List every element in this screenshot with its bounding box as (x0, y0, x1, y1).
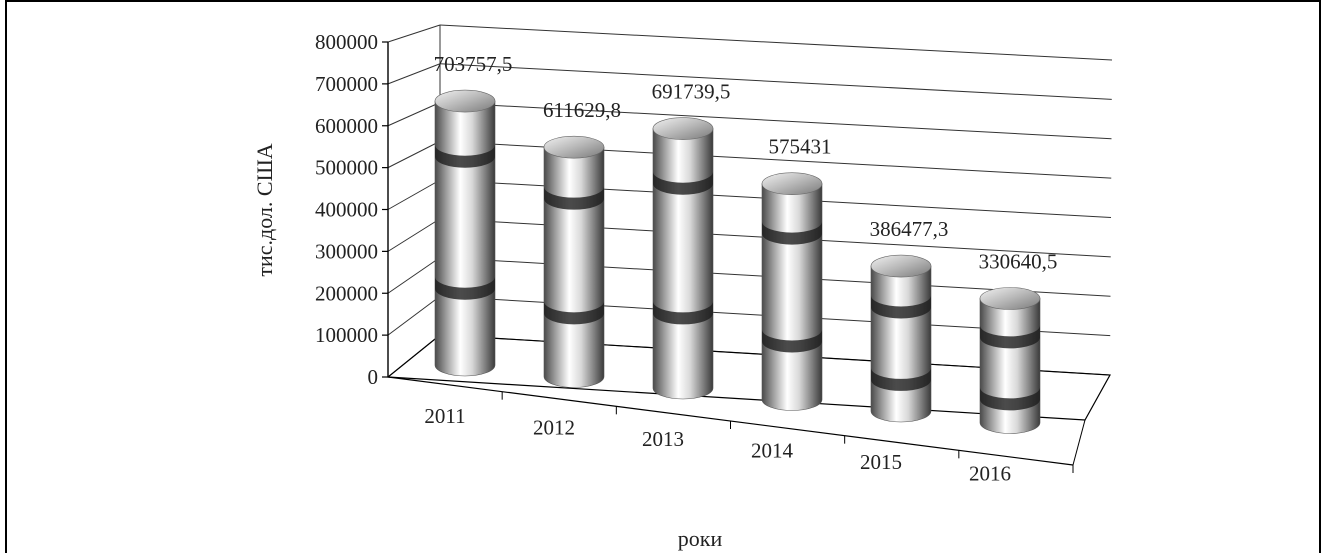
labels-layer: 703757,5 2011 611629,8 2012 691739,5 2013 5754… (424, 52, 1057, 485)
bar-cap (652, 117, 714, 140)
side-gridline (387, 218, 441, 252)
data-label-2014: 575431 (769, 135, 832, 159)
side-gridline (387, 102, 441, 127)
x-tick-label-2013: 2013 (642, 427, 684, 451)
side-gridline (387, 63, 441, 85)
x-axis-label: роки (678, 526, 723, 551)
y-tick-label: 800000 (315, 30, 378, 54)
side-gridline (387, 179, 441, 210)
bar-2013 (652, 117, 714, 400)
bar-cap (979, 287, 1041, 310)
bar-2015 (870, 254, 932, 423)
axis-layer: 0 100000 200000 300000 400000 500000 600000 700… (315, 30, 1111, 473)
side-gridline (387, 295, 441, 336)
x-tick-label-2016: 2016 (969, 462, 1011, 486)
bar-2014 (761, 172, 823, 411)
y-tick-label: 600000 (315, 114, 378, 138)
gridline (439, 24, 1113, 61)
side-gridline (387, 140, 441, 169)
floor-edge (1072, 419, 1086, 466)
x-tick-label-2011: 2011 (424, 404, 465, 428)
y-tick-label: 400000 (315, 198, 378, 222)
y-tick-label: 0 (368, 365, 379, 389)
bars-layer (434, 89, 1041, 434)
chart-frame (5, 0, 1321, 558)
bar-cap (870, 254, 932, 278)
y-tick-label: 300000 (315, 239, 378, 263)
data-label-2015: 386477,3 (870, 217, 949, 241)
floor (386, 334, 1111, 421)
x-tick-label-2014: 2014 (751, 439, 794, 463)
y-tick-label: 500000 (315, 156, 378, 180)
bar-cap (543, 135, 605, 159)
x-tick-label-2015: 2015 (860, 450, 902, 474)
data-label-2016: 330640,5 (979, 250, 1058, 274)
y-tick-label: 200000 (315, 281, 378, 305)
bar-2016 (979, 287, 1041, 434)
gridline (439, 102, 1112, 140)
y-tick-label: 100000 (315, 323, 378, 347)
bar-cap (434, 89, 496, 113)
data-label-2012: 611629,8 (543, 98, 621, 122)
data-label-2013: 691739,5 (652, 80, 731, 104)
y-axis-label: тис.дол. США (252, 143, 277, 276)
bar-2011 (434, 89, 496, 377)
bar-2012 (543, 135, 605, 388)
x-tick-label-2012: 2012 (533, 416, 575, 440)
side-gridline (387, 24, 441, 43)
bar-cap (761, 172, 823, 196)
y-tick-label: 700000 (315, 72, 378, 96)
gridline (439, 63, 1112, 100)
data-label-2011: 703757,5 (434, 52, 513, 76)
side-gridline (387, 257, 441, 294)
